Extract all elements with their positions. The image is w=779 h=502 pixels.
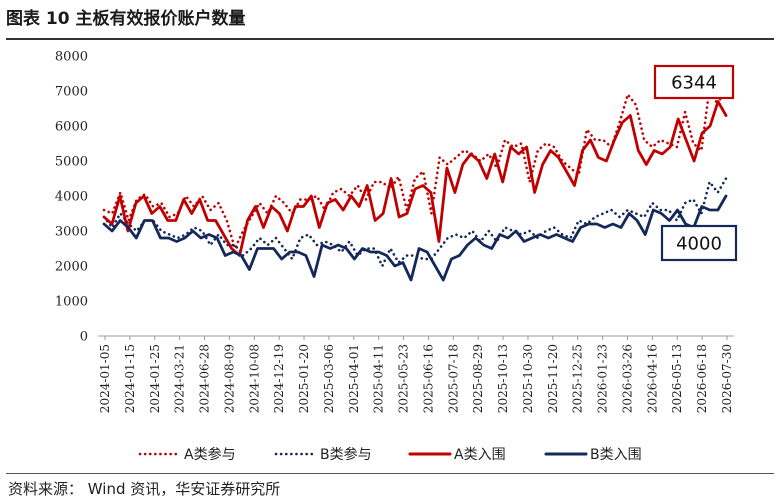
x-tick-label: 2026-01-23 — [596, 344, 610, 413]
x-tick-label: 2025-12-25 — [571, 344, 585, 413]
series-line-a-shortlisted — [102, 100, 728, 257]
value-callouts: 6344 4000 — [653, 64, 738, 262]
y-tick-label: 7000 — [55, 85, 88, 100]
y-tick-label: 5000 — [55, 155, 88, 170]
title-divider — [6, 38, 774, 40]
x-tick-label: 2024-01-15 — [123, 344, 137, 413]
x-tick-label: 2024-03-21 — [173, 344, 187, 413]
x-tick-label: 2025-05-23 — [397, 344, 411, 413]
series-lines — [102, 82, 728, 282]
x-tick-label: 2026-07-30 — [720, 344, 734, 413]
footer-divider — [6, 473, 774, 474]
chart-title: 图表 10 主板有效报价账户数量 — [6, 9, 246, 29]
x-tick-label: 2025-06-16 — [421, 344, 435, 413]
y-tick-label: 4000 — [55, 190, 88, 205]
callout-box — [653, 64, 735, 100]
legend-label: B类参与 — [320, 446, 372, 463]
x-tick-label: 2026-06-18 — [695, 344, 709, 413]
series-line-a-participate — [102, 82, 728, 250]
x-tick-label: 2026-05-13 — [670, 344, 684, 413]
x-tick-label: 2024-10-08 — [247, 344, 261, 413]
chart-axes — [98, 335, 734, 340]
y-tick-label: 1000 — [55, 295, 88, 310]
x-tick-label: 2024-08-09 — [222, 344, 236, 413]
y-tick-label: 6000 — [55, 120, 88, 135]
callout-value: 6344 — [671, 73, 717, 94]
x-tick-label: 2024-06-28 — [198, 344, 212, 413]
x-tick-label: 2025-03-06 — [322, 344, 336, 413]
x-tick-label: 2025-10-13 — [496, 344, 510, 413]
legend-label: A类参与 — [184, 446, 236, 463]
series-line-b-shortlisted — [102, 194, 728, 282]
y-tick-label: 3000 — [55, 225, 88, 240]
x-tick-label: 2025-11-20 — [546, 344, 560, 413]
line-chart: 0 1000 2000 3000 4000 5000 6000 7000 8000 2024-0… — [55, 50, 738, 463]
y-tick-label: 2000 — [55, 260, 88, 275]
x-tick-label: 2026-03-26 — [620, 344, 634, 413]
y-tick-label: 0 — [80, 330, 88, 345]
x-axis-labels: 2024-01-05 2024-01-15 2024-01-25 2024-03-21… — [98, 344, 734, 413]
x-tick-label: 2025-07-18 — [446, 344, 460, 413]
x-tick-label: 2026-04-16 — [645, 344, 659, 413]
x-tick-label: 2025-01-20 — [297, 344, 311, 413]
callout-box — [660, 224, 738, 262]
x-tick-label: 2025-04-01 — [347, 344, 361, 413]
legend-label: B类入围 — [590, 447, 642, 463]
chart-legend: A类参与 B类参与 A类入围 B类入围 — [138, 446, 642, 463]
y-tick-label: 8000 — [55, 50, 88, 65]
x-tick-label: 2024-01-05 — [98, 344, 112, 413]
x-tick-label: 2025-10-30 — [521, 344, 535, 413]
legend-label: A类入围 — [454, 447, 506, 463]
y-axis-labels: 0 1000 2000 3000 4000 5000 6000 7000 8000 — [55, 50, 88, 345]
x-tick-label: 2025-04-11 — [372, 344, 386, 413]
x-tick-label: 2025-08-29 — [471, 344, 485, 413]
callout-value: 4000 — [676, 234, 722, 255]
x-tick-label: 2024-01-25 — [148, 344, 162, 413]
source-note: 资料来源： Wind 资讯，华安证券研究所 — [8, 480, 281, 498]
series-line-b-participate — [102, 177, 728, 268]
x-tick-label: 2024-12-19 — [272, 344, 286, 413]
